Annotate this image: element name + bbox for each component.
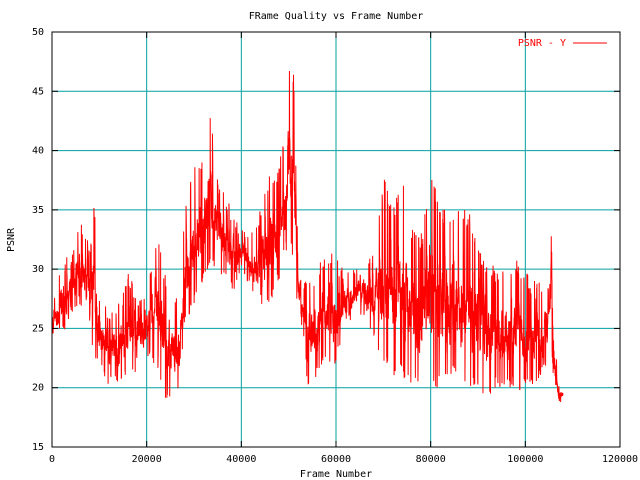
y-tick-label: 15	[32, 442, 44, 453]
y-tick-label: 45	[32, 86, 44, 97]
legend-label: PSNR - Y	[518, 38, 566, 49]
x-tick-label: 20000	[132, 454, 162, 465]
axis-ticks: 0 20000 40000 60000 80000 100000 120000 15 20 25 3…	[32, 27, 638, 465]
y-tick-label: 20	[32, 383, 44, 394]
series-psnr-y	[51, 70, 564, 403]
x-tick-label: 0	[49, 454, 55, 465]
grid-lines	[52, 32, 620, 447]
legend: PSNR - Y	[518, 38, 607, 49]
y-tick-label: 40	[32, 146, 44, 157]
x-tick-label: 100000	[507, 454, 543, 465]
chart-title: FRame Quality vs Frame Number	[249, 11, 424, 22]
psnr-y-line	[51, 70, 564, 403]
y-tick-label: 30	[32, 264, 44, 275]
x-tick-label: 120000	[602, 454, 638, 465]
y-tick-label: 50	[32, 27, 44, 38]
y-tick-label: 25	[32, 323, 44, 334]
x-tick-label: 60000	[321, 454, 351, 465]
x-tick-label: 80000	[416, 454, 446, 465]
y-axis-label: PSNR	[6, 227, 17, 252]
y-tick-label: 35	[32, 205, 44, 216]
x-tick-label: 40000	[226, 454, 256, 465]
x-axis-label: Frame Number	[300, 469, 372, 480]
